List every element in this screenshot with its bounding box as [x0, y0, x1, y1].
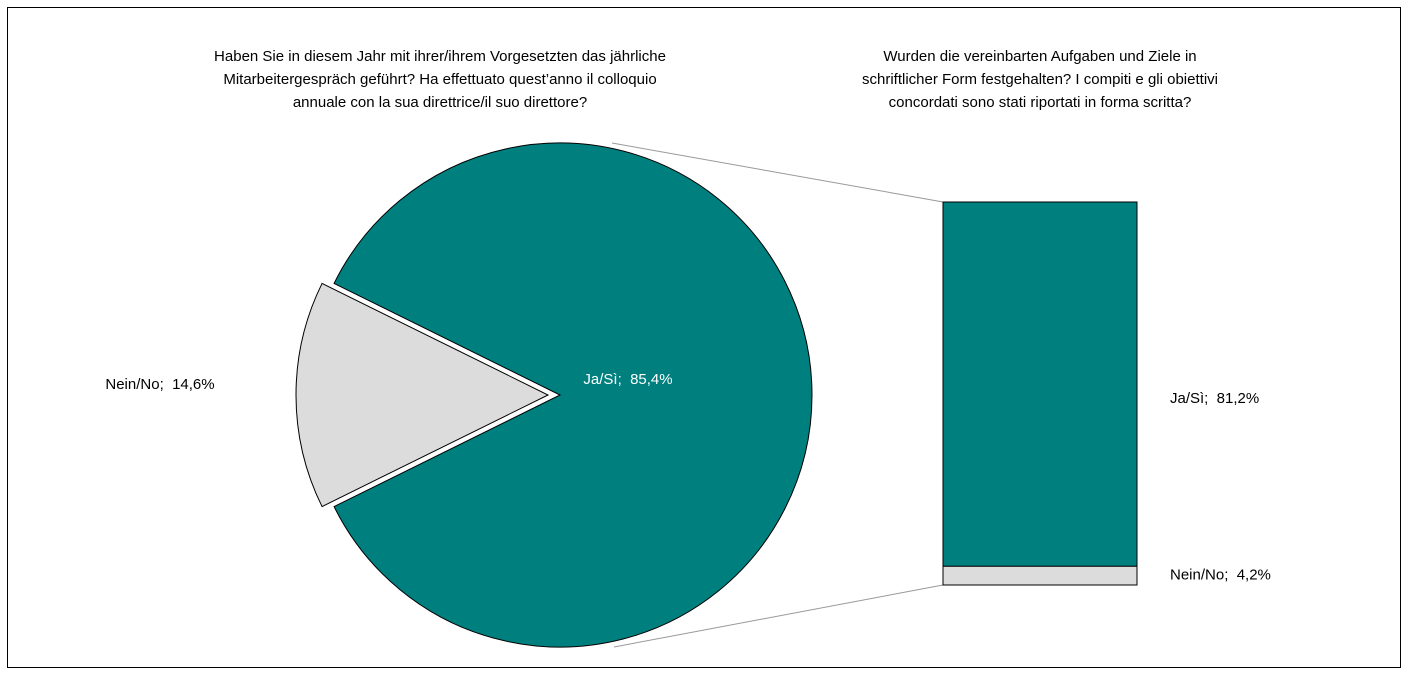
- connector-line: [613, 584, 944, 648]
- pie-slice: [295, 282, 550, 508]
- chart-title: Wurden die vereinbarten Aufgaben und Zie…: [883, 48, 1196, 65]
- chart-title: annuale con la sua direttrice/il suo dir…: [293, 94, 587, 111]
- connector-line: [611, 142, 944, 203]
- pie-slice: [333, 142, 813, 648]
- data-label: Nein/No; 14,6%: [105, 376, 214, 393]
- data-label: Ja/Sì; 81,2%: [1170, 390, 1259, 407]
- data-label: Ja/Sì; 85,4%: [583, 371, 672, 388]
- data-label: Nein/No; 4,2%: [1170, 567, 1271, 584]
- chart-title: Mitarbeitergespräch geführt? Ha effettua…: [223, 71, 656, 88]
- bar-segment: [942, 201, 1138, 567]
- chart-title: Haben Sie in diesem Jahr mit ihrer/ihrem…: [214, 48, 666, 65]
- chart-title: concordati sono stati riportati in forma…: [889, 94, 1192, 111]
- bar-segment: [942, 565, 1138, 586]
- chart-title: schriftlicher Form festgehalten? I compi…: [862, 71, 1218, 88]
